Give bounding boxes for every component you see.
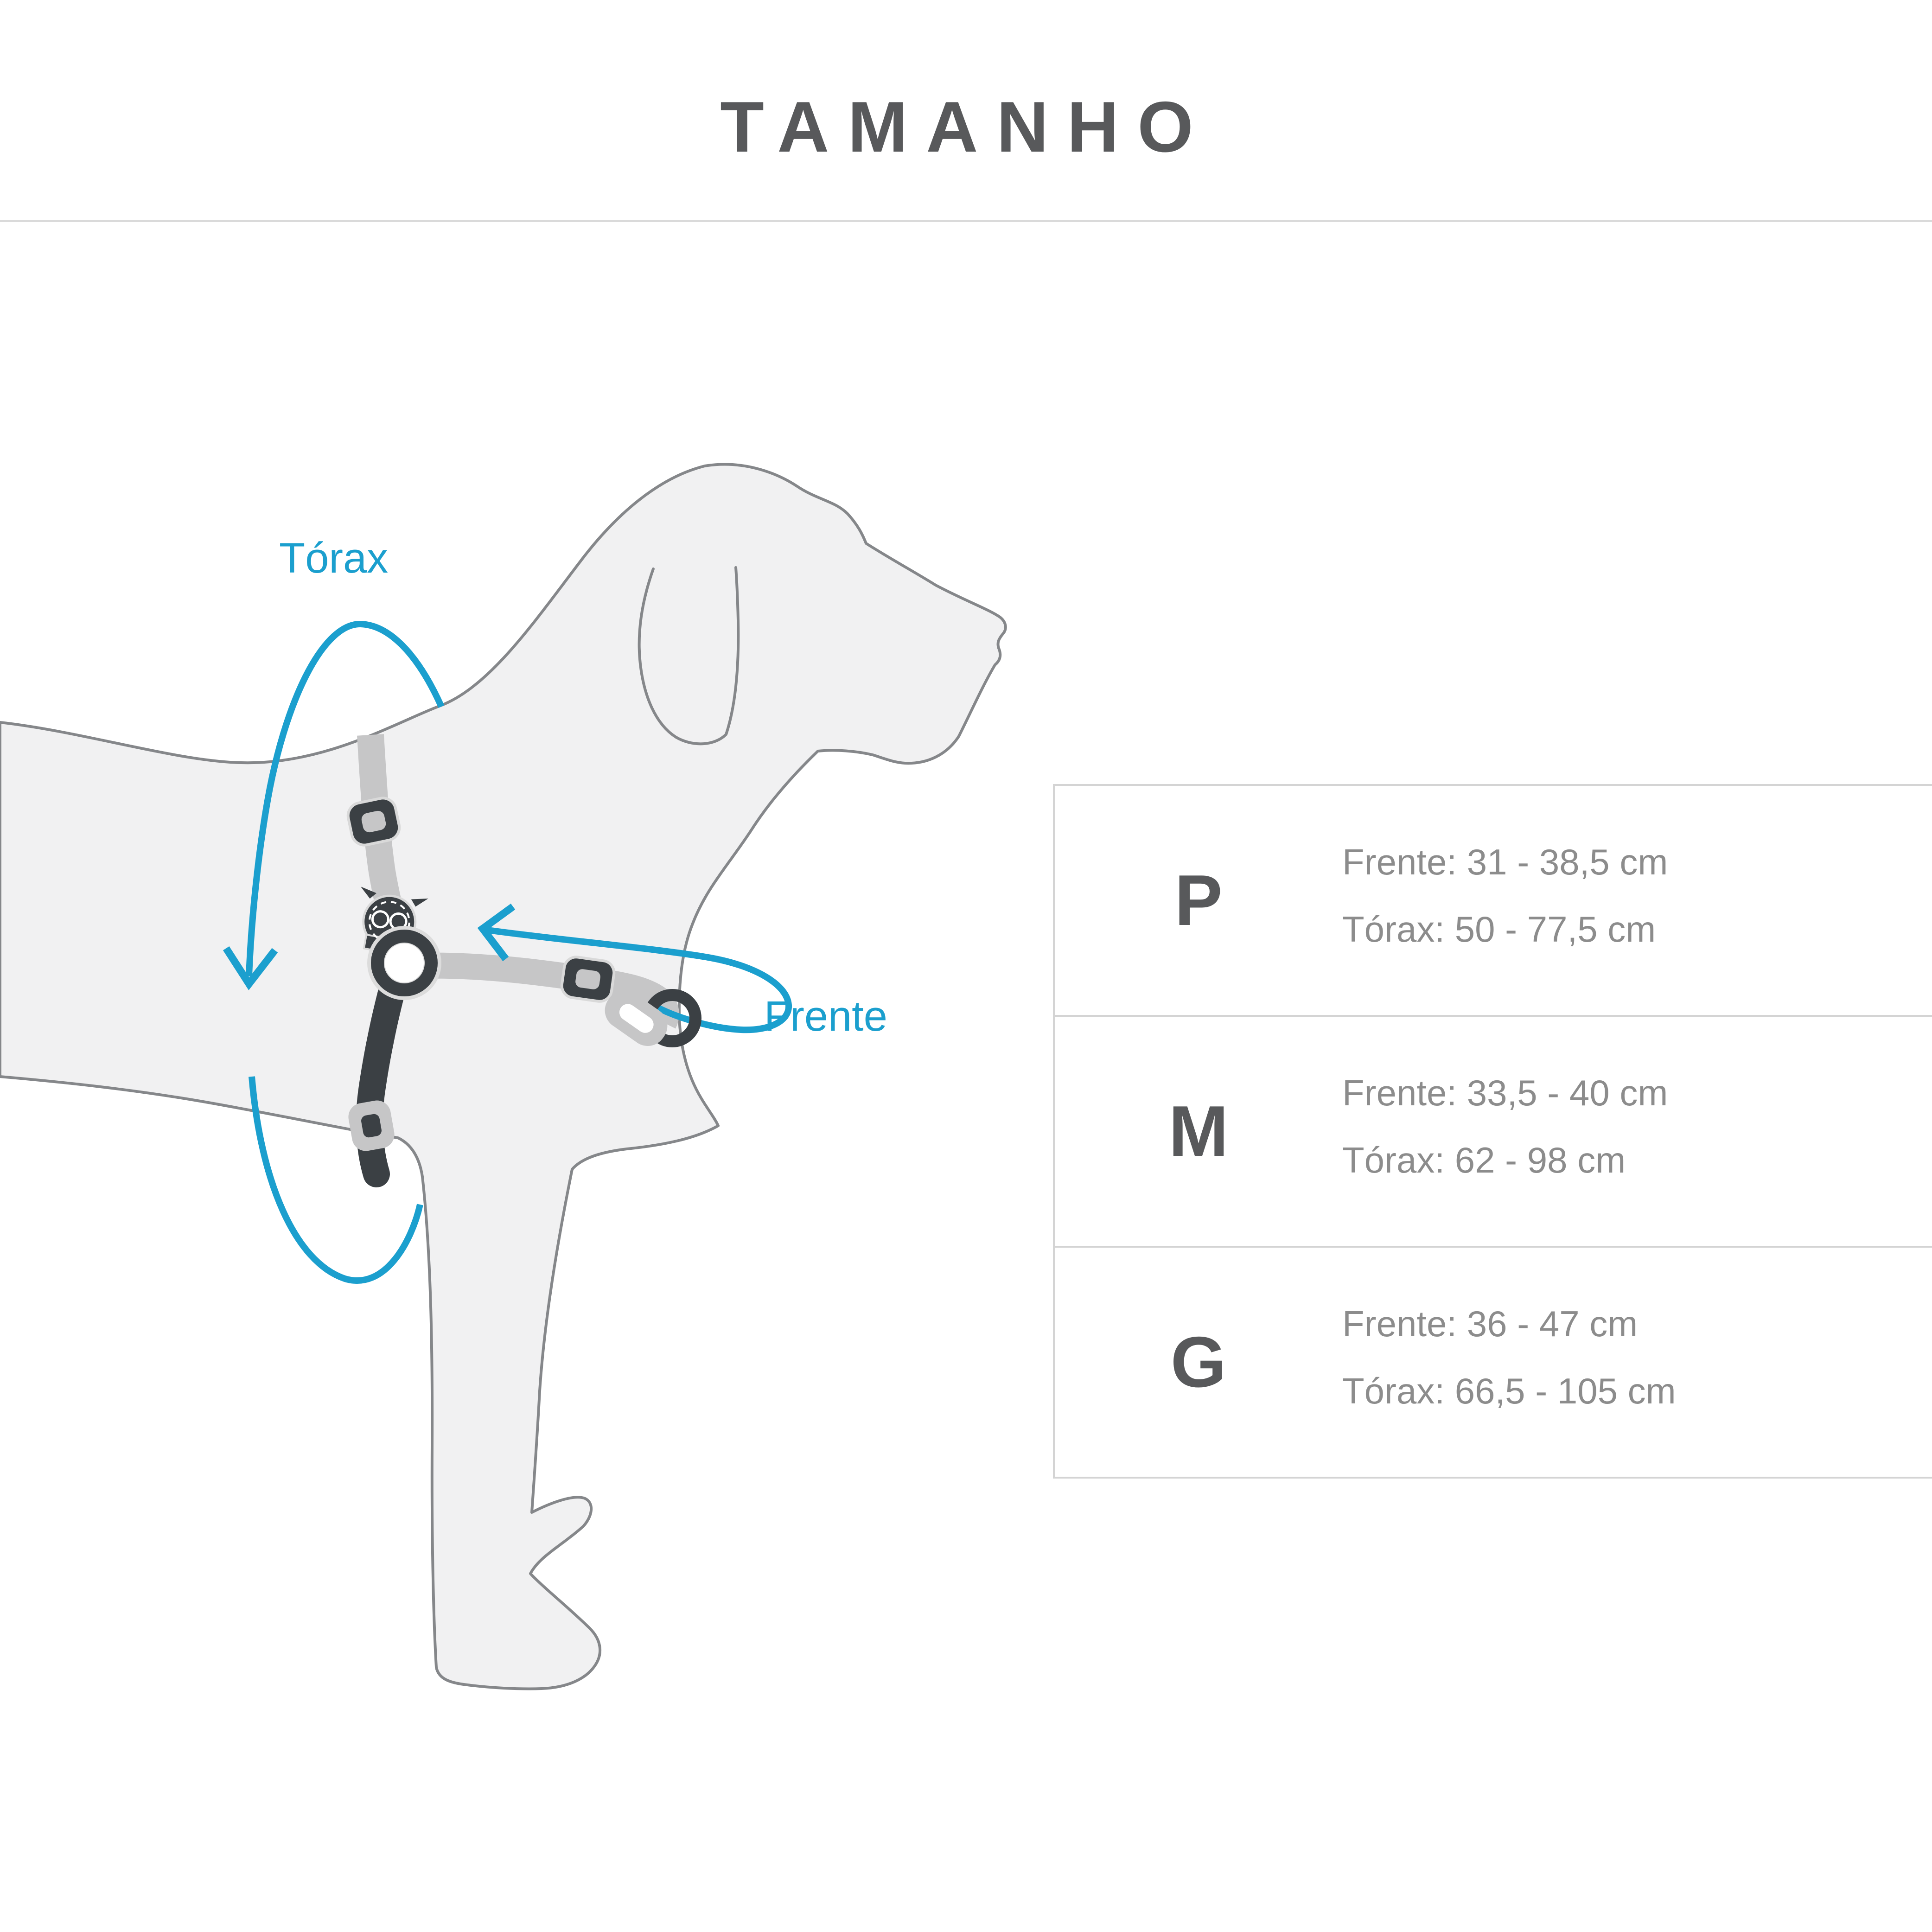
- torax-measure: Tórax: 66,5 - 105 cm: [1342, 1371, 1676, 1411]
- size-specs: Frente: 36 - 47 cm Tórax: 66,5 - 105 cm: [1342, 1290, 1676, 1434]
- o-ring-icon: [367, 926, 441, 1000]
- frente-measure: Frente: 33,5 - 40 cm: [1342, 1072, 1668, 1113]
- size-letter: M: [1168, 1091, 1229, 1171]
- size-specs: Frente: 31 - 38,5 cm Tórax: 50 - 77,5 cm: [1342, 829, 1668, 972]
- torax-arrowhead-icon: [223, 946, 278, 990]
- front-buckle-icon: [560, 956, 616, 1003]
- size-specs: Frente: 33,5 - 40 cm Tórax: 62 - 98 cm: [1342, 1059, 1668, 1203]
- frente-label: Frente: [764, 993, 887, 1040]
- size-letter: P: [1174, 860, 1223, 940]
- table-row-m: M Frente: 33,5 - 40 cm Tórax: 62 - 98 cm: [1055, 1017, 1932, 1248]
- dog-silhouette: [0, 463, 1007, 1690]
- frente-measure: Frente: 36 - 47 cm: [1342, 1303, 1638, 1344]
- torax-measure: Tórax: 62 - 98 cm: [1342, 1140, 1626, 1180]
- strap-end-loop: [605, 990, 668, 1046]
- frente-arrowhead-icon: [477, 903, 516, 962]
- torax-arc-upper: [246, 620, 445, 977]
- table-row-p: P Frente: 31 - 38,5 cm Tórax: 50 - 77,5 …: [1055, 786, 1932, 1017]
- shoulder-buckle-icon: [346, 797, 401, 847]
- header-divider: [0, 220, 1932, 222]
- size-letter: G: [1170, 1322, 1227, 1402]
- frente-measure: Frente: 31 - 38,5 cm: [1342, 842, 1668, 882]
- frente-arc: [487, 927, 792, 1033]
- belly-buckle-icon: [348, 1100, 395, 1151]
- page-title: TAMANHO: [720, 87, 1212, 167]
- dog-ear-line: [638, 566, 740, 746]
- size-table: P Frente: 31 - 38,5 cm Tórax: 50 - 77,5 …: [1053, 784, 1932, 1479]
- torax-label: Tórax: [279, 535, 389, 582]
- torax-measure: Tórax: 50 - 77,5 cm: [1342, 909, 1656, 950]
- torax-arc-lower: [249, 1076, 423, 1284]
- table-row-g: G Frente: 36 - 47 cm Tórax: 66,5 - 105 c…: [1055, 1248, 1932, 1477]
